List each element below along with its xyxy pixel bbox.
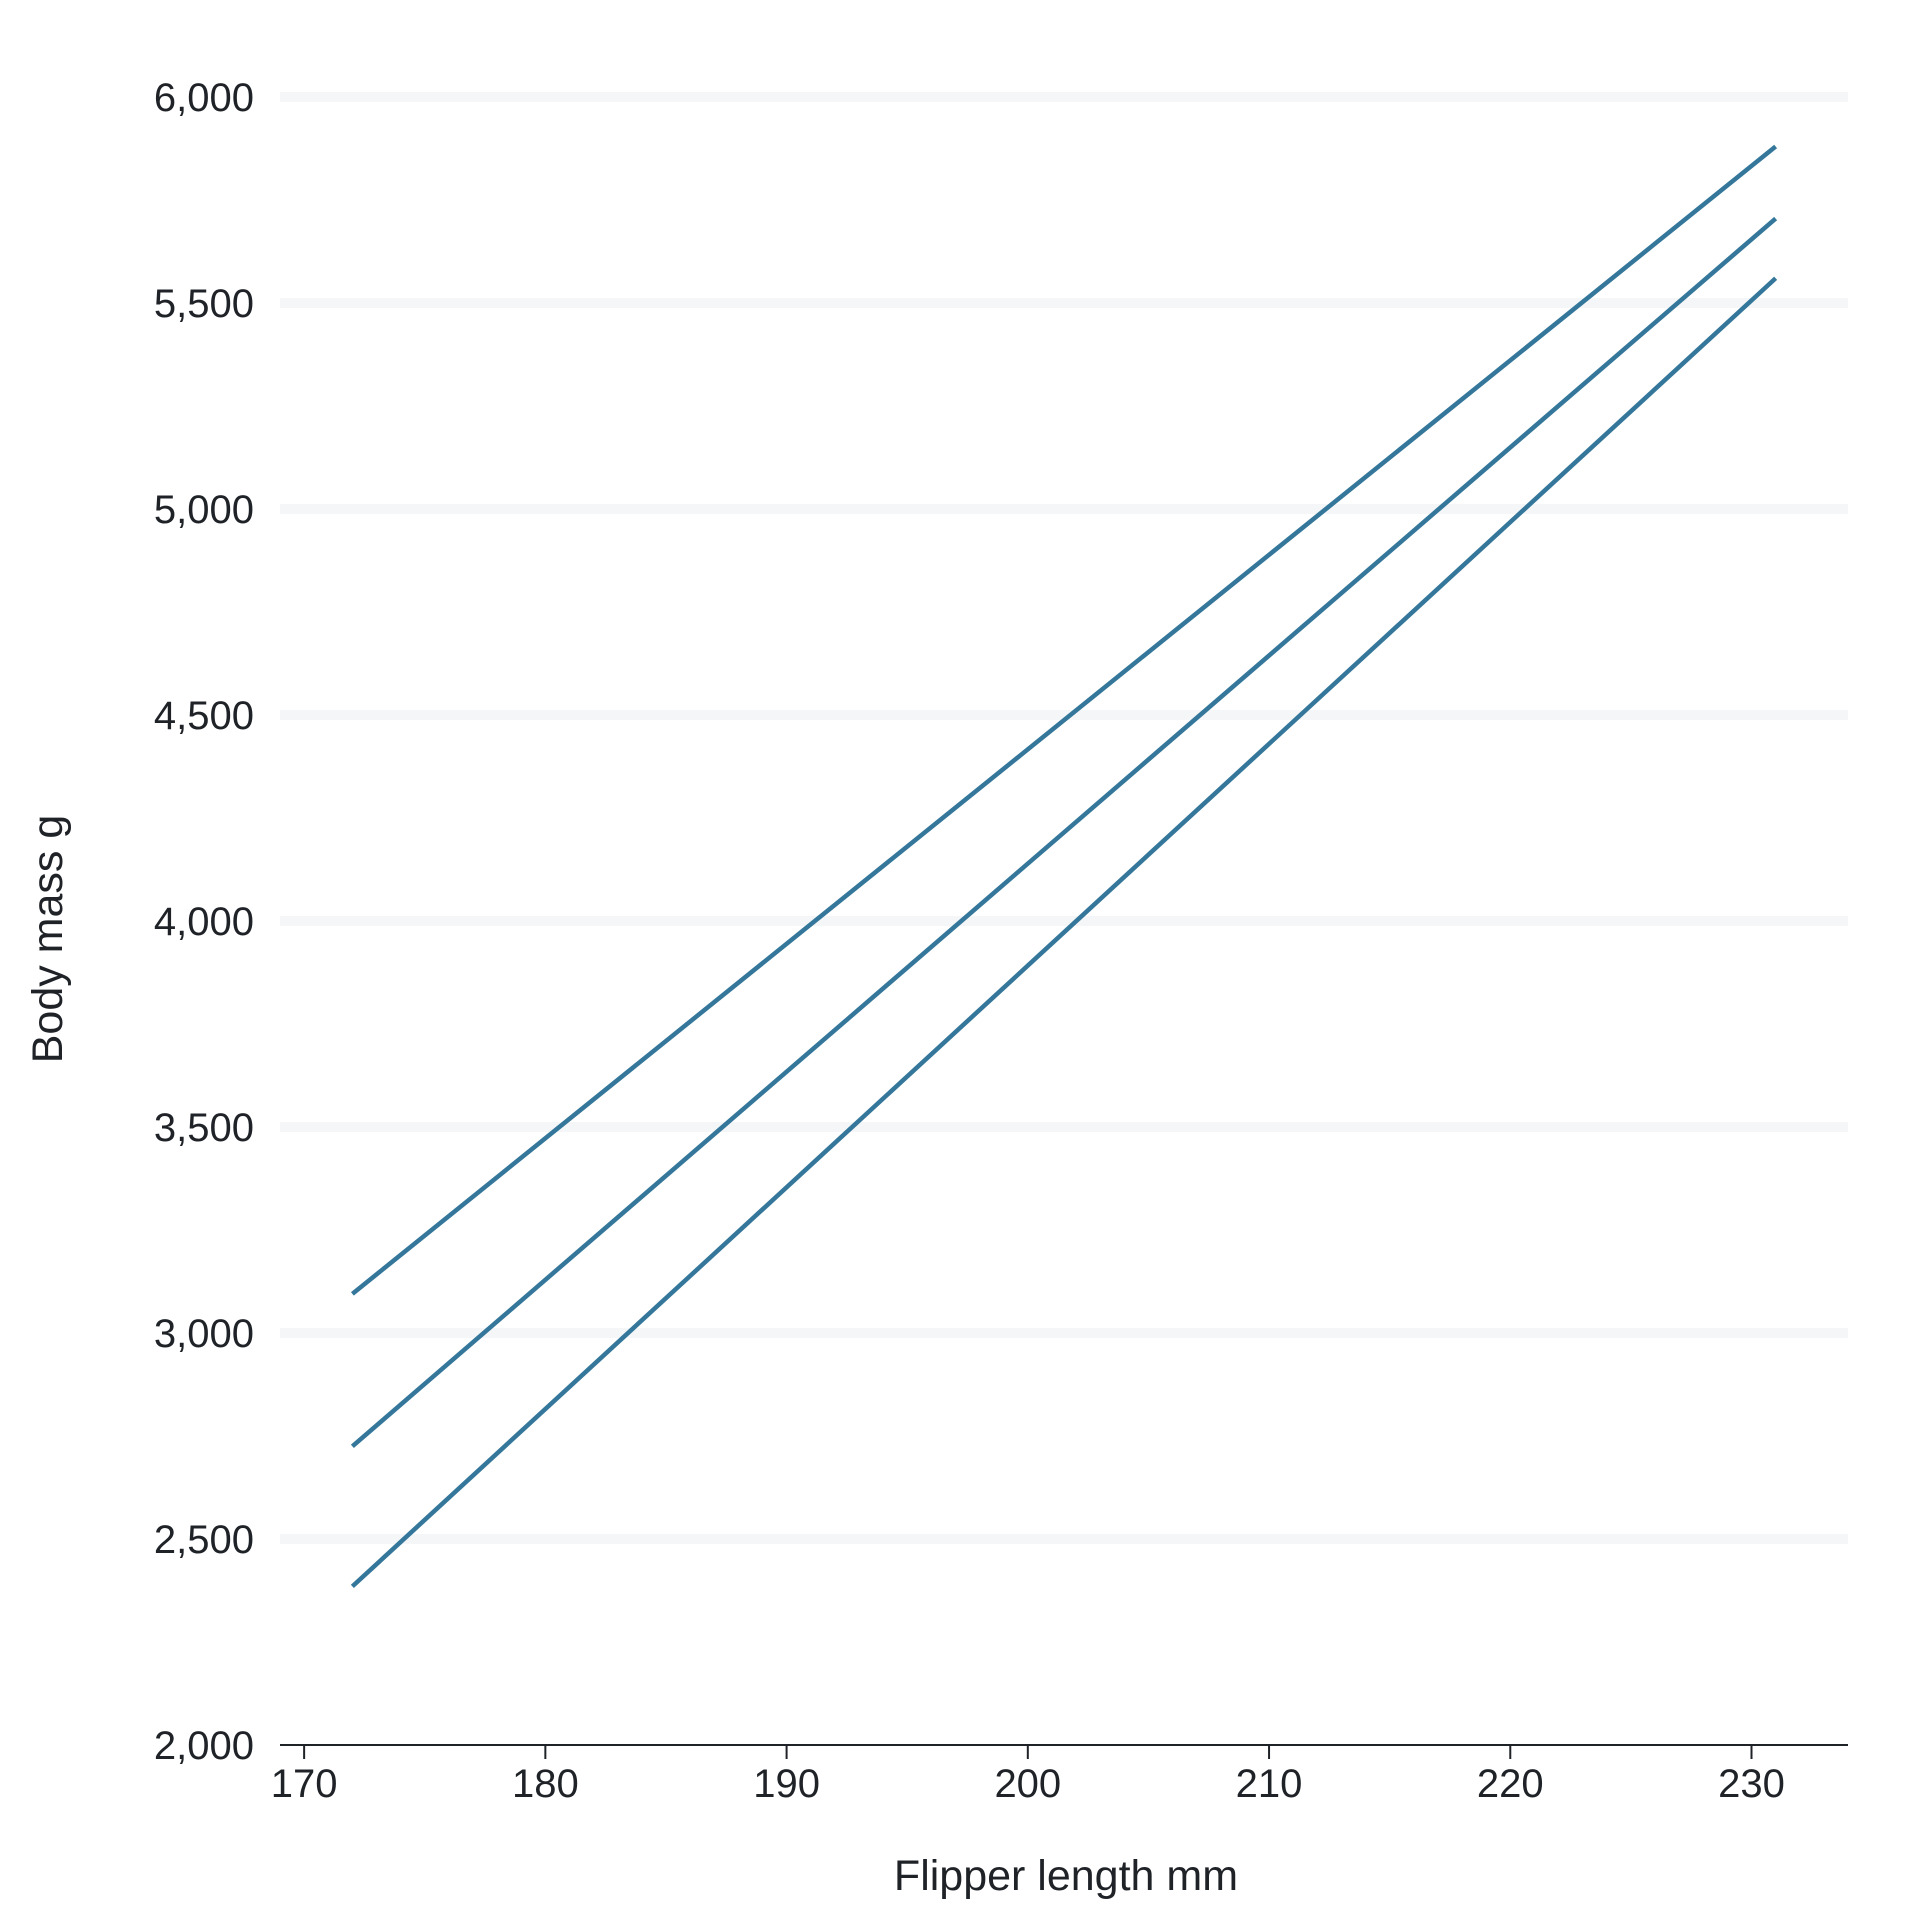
- y-tick-label: 4,500: [154, 694, 254, 738]
- y-axis-title: Body mass g: [24, 815, 72, 1064]
- x-axis-title: Flipper length mm: [894, 1852, 1238, 1900]
- y-tick-label: 3,000: [154, 1312, 254, 1356]
- series-line-1: [350, 144, 1778, 1296]
- y-tick-label: 5,500: [154, 282, 254, 326]
- y-tick-label: 6,000: [154, 76, 254, 120]
- x-tick-label: 180: [512, 1762, 579, 1806]
- axes: 170 180 190 200 210 220 230 2,000 2,500 3,000 3,5…: [154, 76, 1848, 1806]
- y-tick-label: 5,000: [154, 488, 254, 532]
- x-tick-label: 190: [753, 1762, 820, 1806]
- y-tick-label: 2,000: [154, 1724, 254, 1768]
- x-tick-label: 230: [1718, 1762, 1785, 1806]
- y-tick-label: 4,000: [154, 900, 254, 944]
- x-tick-label: 210: [1236, 1762, 1303, 1806]
- y-tick-label: 2,500: [154, 1518, 254, 1562]
- series-lines: [350, 144, 1778, 1589]
- x-tick-label: 220: [1477, 1762, 1544, 1806]
- series-line-2: [350, 216, 1778, 1449]
- y-tick-label: 3,500: [154, 1106, 254, 1150]
- x-axis-ticks: 170 180 190 200 210 220 230: [271, 1745, 1785, 1806]
- series-line-3: [350, 276, 1778, 1589]
- x-tick-label: 200: [994, 1762, 1061, 1806]
- grid-lines: [280, 92, 1848, 1544]
- y-axis-ticks: 2,000 2,500 3,000 3,500 4,000 4,500 5,000 5,500…: [154, 76, 254, 1768]
- x-tick-label: 170: [271, 1762, 338, 1806]
